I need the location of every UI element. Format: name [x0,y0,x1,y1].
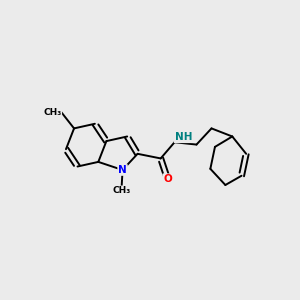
Text: O: O [163,174,172,184]
Text: CH₃: CH₃ [43,108,62,117]
Text: N: N [118,165,127,175]
Text: NH: NH [175,132,192,142]
Text: CH₃: CH₃ [112,186,130,195]
